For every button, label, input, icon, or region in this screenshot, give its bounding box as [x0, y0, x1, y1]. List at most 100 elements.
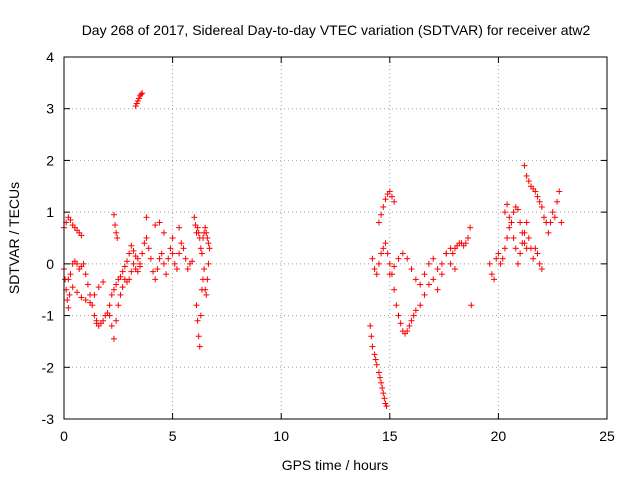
data-point: [417, 281, 424, 288]
data-point: [434, 286, 441, 293]
data-point: [87, 299, 94, 306]
y-tick-label: -1: [42, 308, 55, 324]
data-point: [205, 260, 212, 267]
data-point: [545, 229, 552, 236]
data-point: [64, 297, 71, 304]
data-point: [115, 302, 122, 309]
data-point: [517, 219, 524, 226]
data-point: [145, 245, 152, 252]
data-point: [408, 317, 415, 324]
data-point: [430, 276, 437, 283]
data-point: [143, 235, 150, 241]
data-point: [202, 224, 209, 231]
data-point: [375, 369, 382, 376]
data-point: [421, 291, 428, 298]
data-point: [549, 209, 556, 216]
data-points: [61, 90, 565, 410]
data-point: [382, 400, 389, 407]
data-point: [406, 322, 413, 329]
data-point: [82, 297, 89, 304]
data-point: [156, 219, 163, 226]
data-point: [468, 302, 475, 309]
data-point: [391, 286, 398, 293]
data-point: [517, 250, 524, 257]
chart-title: Day 268 of 2017, Sidereal Day-to-day VTE…: [82, 22, 591, 38]
data-point: [386, 188, 393, 195]
data-point: [504, 201, 511, 208]
data-point: [91, 312, 98, 319]
data-point: [367, 322, 374, 329]
data-point: [488, 271, 495, 278]
data-point: [169, 235, 176, 241]
data-point: [434, 266, 441, 273]
data-point: [395, 255, 402, 262]
data-point: [501, 209, 508, 216]
data-point: [112, 222, 119, 229]
data-point: [375, 219, 382, 226]
data-point: [137, 260, 144, 267]
data-point: [534, 193, 541, 200]
y-tick-label: -3: [42, 411, 55, 427]
data-point: [551, 214, 558, 221]
data-point: [163, 271, 170, 278]
data-point: [399, 250, 406, 257]
plot-frame: [63, 56, 608, 420]
data-point: [65, 304, 72, 311]
data-point: [508, 219, 515, 226]
data-point: [173, 266, 180, 273]
data-point: [514, 206, 521, 213]
data-point: [150, 268, 157, 275]
data-point: [391, 263, 398, 270]
data-point: [523, 172, 530, 179]
data-point: [425, 281, 432, 288]
data-point: [397, 320, 404, 327]
data-point: [438, 271, 445, 278]
data-point: [377, 374, 384, 381]
data-point: [119, 284, 126, 291]
data-point: [203, 229, 210, 236]
data-point: [430, 255, 437, 262]
data-point: [541, 214, 548, 221]
data-point: [375, 260, 382, 267]
axis-ticks: [63, 56, 608, 420]
data-point: [380, 390, 387, 397]
data-point: [147, 255, 154, 262]
data-point: [156, 255, 163, 262]
y-tick-labels: -3 -2 -1 0 1 2 3 4: [42, 49, 55, 427]
data-point: [110, 211, 117, 218]
data-point: [194, 317, 201, 324]
data-point: [395, 312, 402, 319]
data-point: [152, 276, 159, 283]
data-point: [206, 245, 213, 252]
data-point: [412, 307, 419, 314]
data-point: [534, 250, 541, 257]
data-point: [194, 224, 201, 231]
data-point: [443, 250, 450, 257]
x-tick-label: 10: [273, 428, 289, 444]
data-point: [204, 235, 211, 241]
data-point: [121, 263, 128, 270]
data-point: [74, 289, 81, 296]
data-point: [113, 317, 120, 324]
data-point: [113, 281, 120, 288]
data-point: [486, 260, 493, 267]
data-point: [84, 281, 91, 288]
data-point: [536, 260, 543, 267]
data-point: [521, 162, 528, 169]
data-point: [451, 266, 458, 273]
data-point: [525, 235, 532, 241]
y-tick-label: 4: [46, 49, 54, 65]
y-tick-label: 0: [46, 256, 54, 272]
data-point: [506, 214, 513, 221]
data-point: [425, 260, 432, 267]
data-point: [449, 250, 456, 257]
data-point: [100, 317, 107, 324]
data-point: [447, 260, 454, 267]
data-point: [132, 103, 139, 110]
y-tick-label: 3: [46, 101, 54, 117]
data-point: [382, 240, 389, 247]
data-point: [178, 240, 185, 247]
data-point: [393, 302, 400, 309]
data-point: [117, 273, 124, 280]
data-point: [169, 250, 176, 257]
